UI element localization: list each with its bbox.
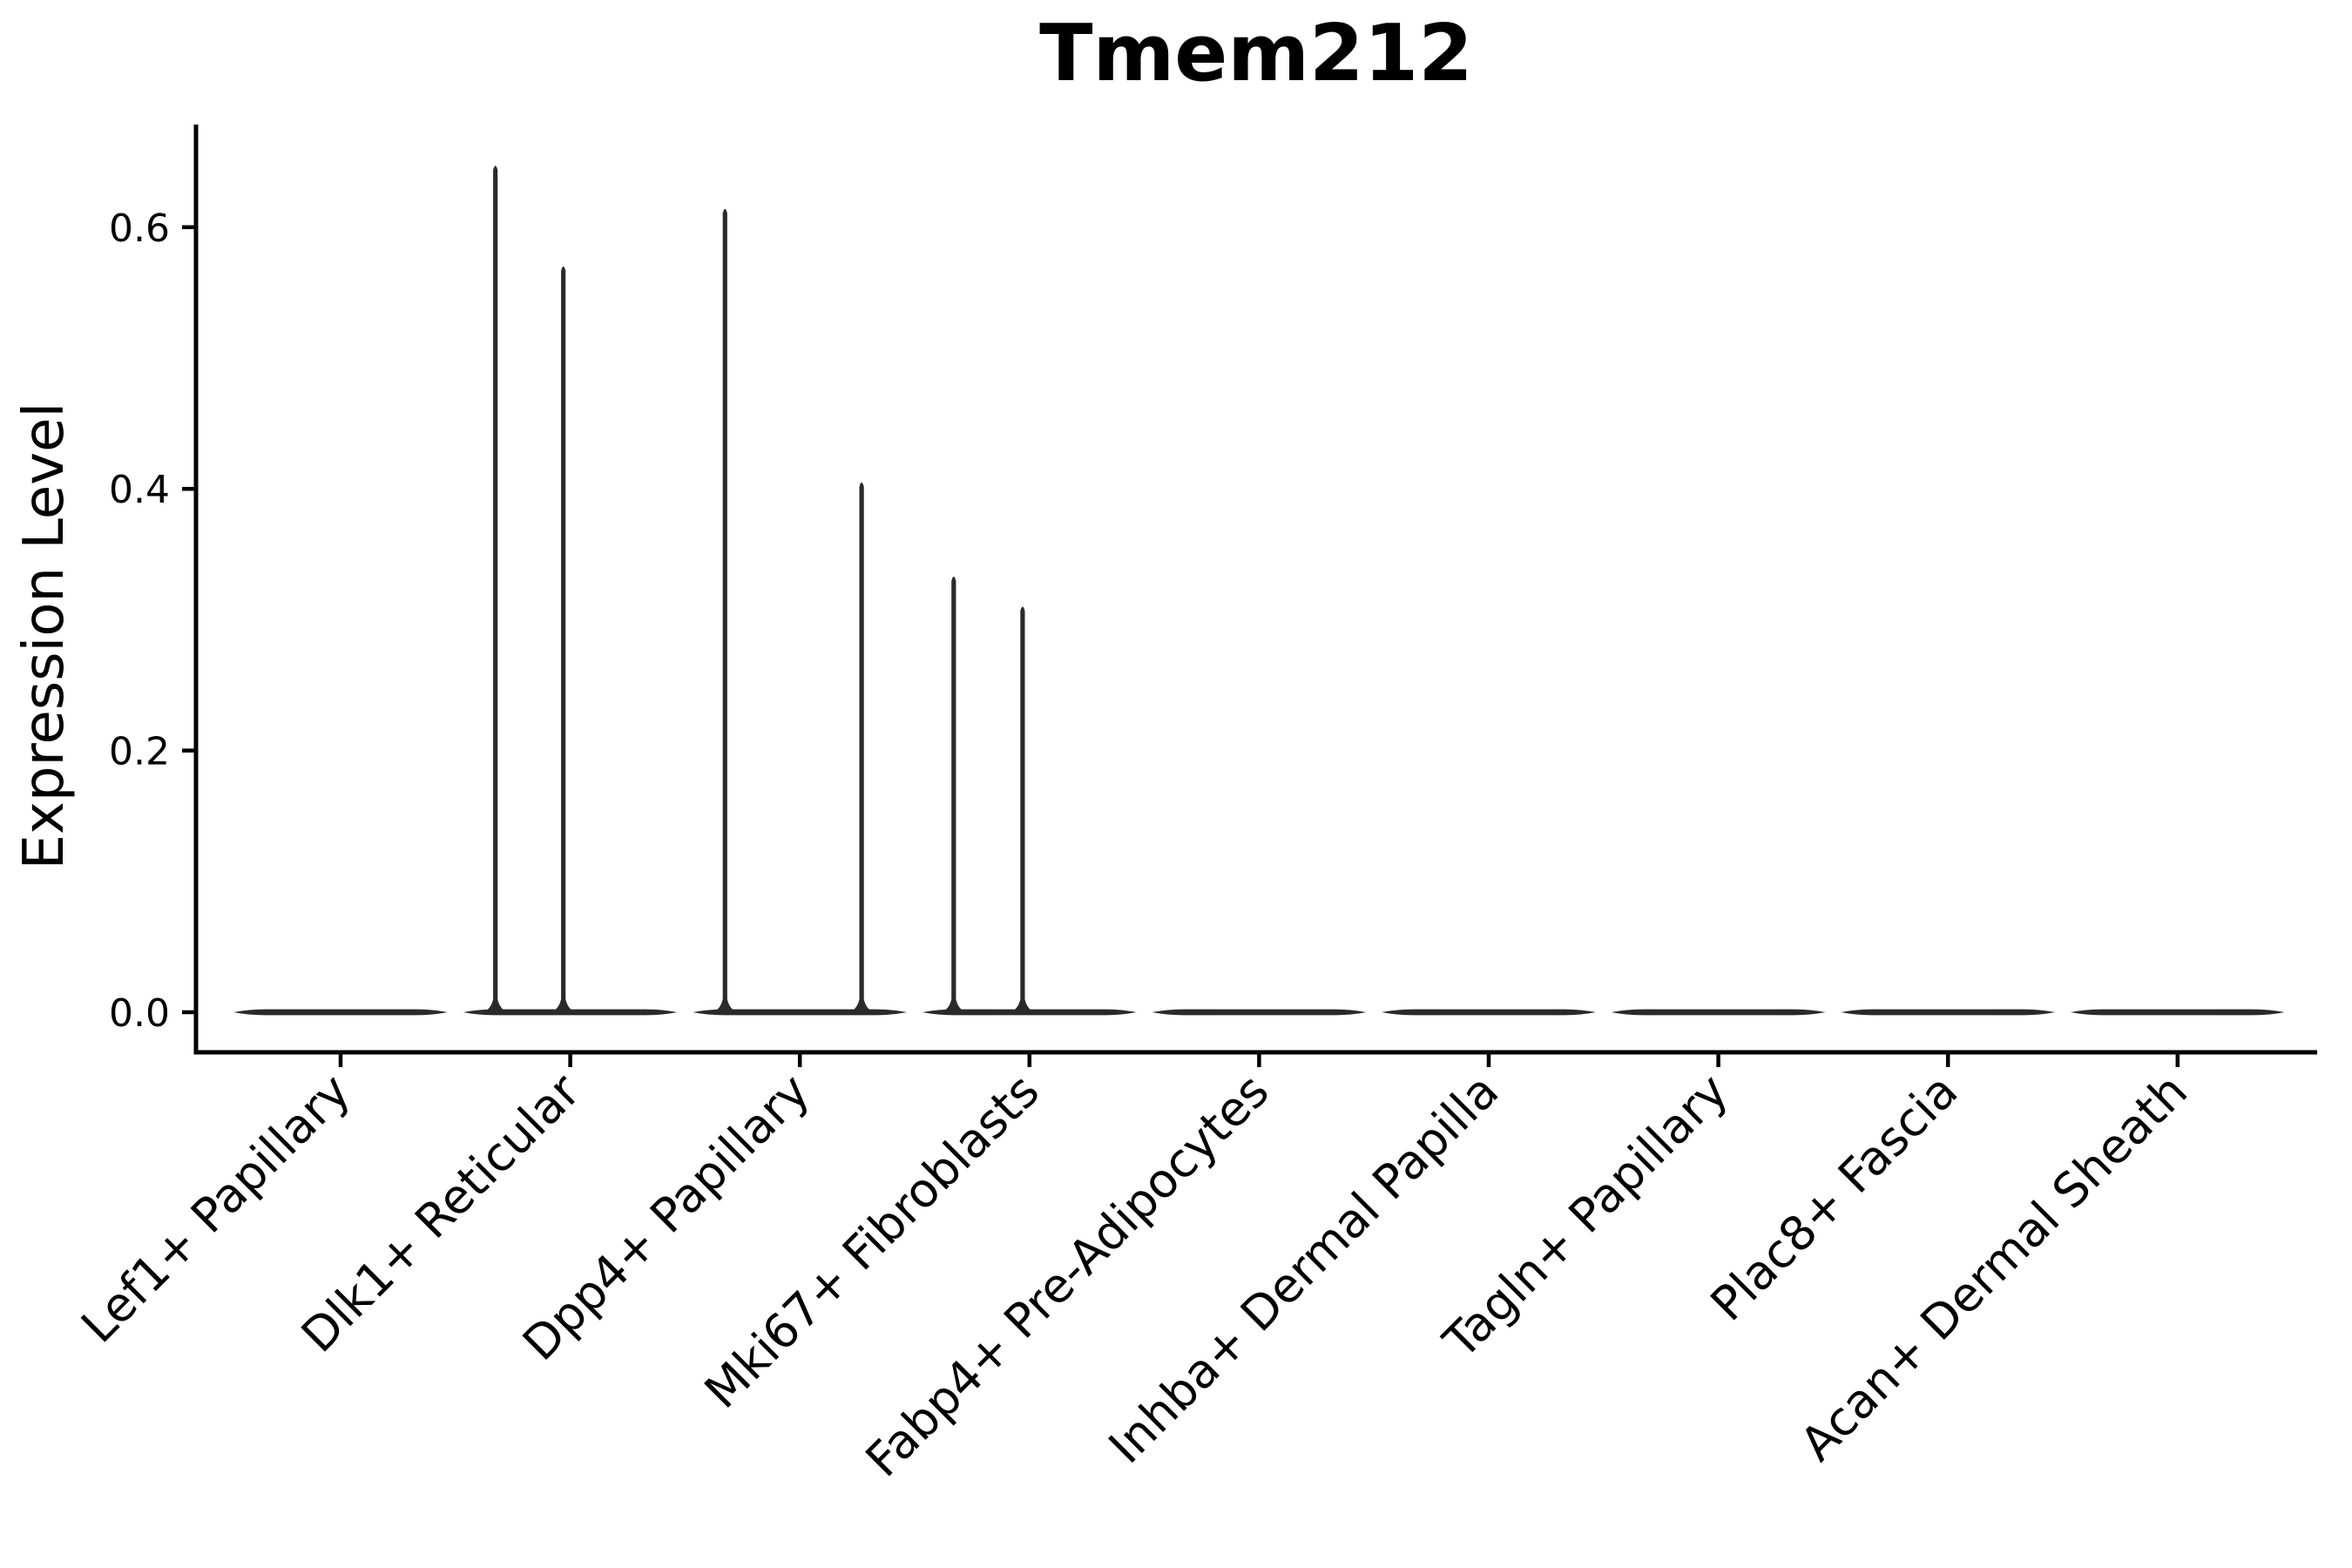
y-tick-label: 0.4: [109, 468, 170, 512]
x-tick-label: Acan+ Dermal Sheath: [1790, 1064, 2198, 1471]
violin: [922, 576, 1137, 1016]
violin: [1152, 1009, 1367, 1016]
violin-spike: [483, 166, 507, 1012]
y-tick-label: 0.6: [109, 206, 170, 251]
x-tick-label: Inhba+ Dermal Papilla: [1098, 1064, 1509, 1474]
violin-base: [233, 1009, 448, 1016]
y-axis-ticks: 0.0 0.2 0.4 0.6: [109, 206, 196, 1036]
violin: [463, 166, 678, 1016]
violin-base: [1611, 1009, 1826, 1016]
violin-spike: [713, 208, 737, 1013]
violin-spike: [551, 266, 575, 1012]
violin-spike: [942, 576, 965, 1012]
chart-title: Tmem212: [1039, 8, 1473, 99]
y-tick-label: 0.2: [109, 730, 170, 774]
violin: [2070, 1009, 2285, 1016]
violin-base: [1382, 1009, 1596, 1016]
y-axis-label: Expression Level: [12, 402, 77, 870]
violin-spike: [1010, 606, 1034, 1012]
violin-series: [233, 166, 2285, 1016]
violin-base: [1152, 1009, 1367, 1016]
y-tick-label: 0.0: [109, 991, 170, 1036]
violin: [1841, 1009, 2056, 1016]
violin-base: [1841, 1009, 2056, 1016]
violin: [1382, 1009, 1596, 1016]
x-tick-label: Fabp4+ Pre-Adipocytes: [855, 1064, 1280, 1488]
violin-base: [2070, 1009, 2285, 1016]
violin-spike: [850, 482, 874, 1012]
violin: [693, 208, 908, 1016]
x-tick-label: Plac8+ Fascia: [1700, 1064, 1969, 1332]
violin: [1611, 1009, 1826, 1016]
violin: [233, 1009, 448, 1016]
